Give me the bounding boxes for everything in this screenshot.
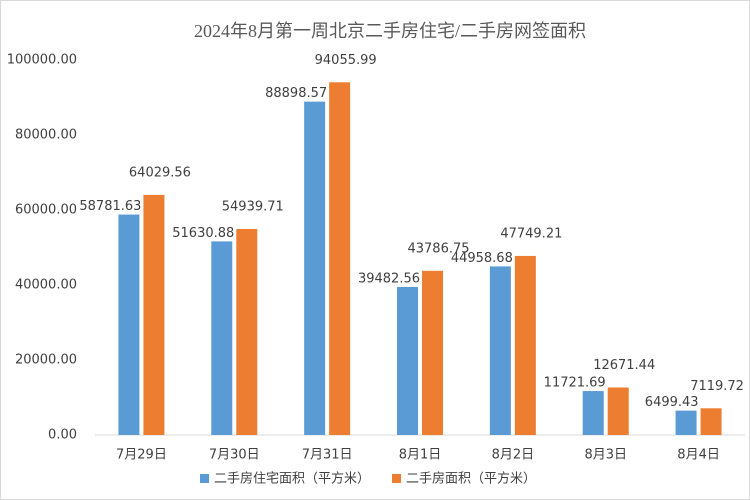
x-tick-label: 7月31日: [302, 448, 353, 463]
y-tick-label: 60000.00: [15, 203, 77, 218]
bar: [422, 270, 443, 435]
x-tick-label: 8月3日: [584, 448, 627, 463]
data-label: 64029.56: [129, 165, 191, 180]
legend-label: 二手房住宅面积（平方米）: [214, 471, 370, 487]
y-tick-label: 40000.00: [15, 278, 77, 293]
data-label: 11721.69: [544, 376, 606, 391]
data-label: 6499.43: [645, 395, 699, 410]
data-label: 12671.44: [593, 358, 655, 373]
data-label: 47749.21: [500, 226, 562, 241]
data-label: 39482.56: [358, 271, 420, 286]
legend-swatch: [200, 474, 209, 483]
data-label: 54939.71: [222, 199, 284, 214]
bar: [607, 387, 629, 435]
legend-label: 二手房面积（平方米）: [406, 471, 536, 487]
data-label: 43786.75: [407, 241, 469, 256]
y-tick-label: 20000.00: [15, 353, 77, 368]
data-label: 44958.68: [451, 251, 513, 266]
bar: [489, 266, 511, 435]
data-label: 51630.88: [172, 226, 234, 241]
data-label: 88898.57: [265, 86, 327, 101]
y-tick-label: 100000.00: [7, 53, 77, 68]
legend-swatch: [392, 474, 402, 483]
x-tick-label: 8月2日: [492, 448, 535, 463]
bar: [304, 101, 326, 435]
bar: [397, 286, 418, 435]
bar: [700, 408, 722, 435]
y-tick-label: 80000.00: [15, 128, 77, 143]
bar: [582, 391, 604, 435]
x-tick-label: 8月1日: [399, 448, 442, 463]
data-label: 7119.72: [690, 379, 744, 394]
bar: [675, 410, 697, 435]
data-label: 94055.99: [315, 53, 377, 68]
bar: [211, 241, 233, 435]
bar: [329, 82, 351, 435]
data-label: 58781.63: [79, 199, 141, 214]
chart-title: 2024年8月第一周北京二手房住宅/二手房网签面积: [194, 21, 586, 41]
x-tick-label: 7月30日: [209, 448, 260, 463]
bar: [236, 228, 258, 435]
y-tick-label: 0.00: [48, 428, 77, 443]
bar: [514, 255, 536, 435]
x-tick-label: 8月4日: [677, 448, 720, 463]
bar: [143, 194, 165, 435]
x-tick-label: 7月29日: [116, 448, 167, 463]
bar: [118, 214, 140, 435]
